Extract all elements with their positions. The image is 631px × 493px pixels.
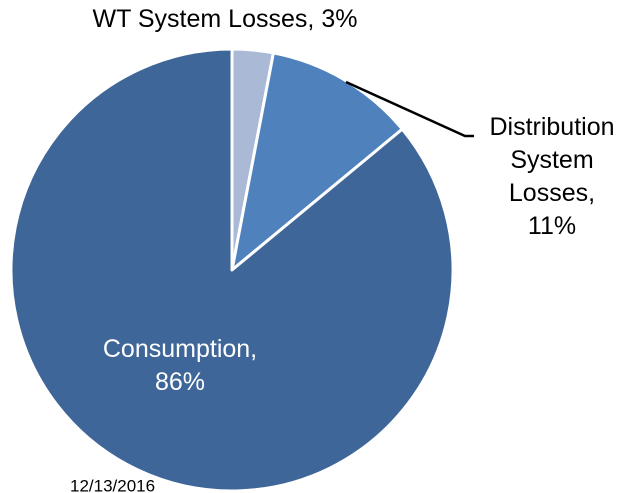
slice-category: Consumption, [103, 335, 257, 363]
slice-value: 3% [321, 5, 357, 33]
pie-slice [230, 51, 404, 272]
slice-category: Distribution System Losses, [489, 113, 614, 207]
slice-label: Distribution System Losses, 11% [489, 113, 614, 240]
slice-label: Consumption, 86% [103, 335, 257, 396]
footer-date: 12/13/2016 [70, 476, 155, 493]
slice-label: WT System Losses, 3% [93, 5, 358, 33]
slice-category: WT System Losses, [93, 5, 315, 33]
slice-value: 86% [155, 368, 205, 396]
leader-line [345, 80, 474, 138]
slice-value: 11% [528, 212, 576, 240]
pie-slice [9, 47, 455, 493]
pie [9, 47, 455, 493]
labels: WT System Losses, 3% Distribution System Los… [93, 5, 615, 396]
